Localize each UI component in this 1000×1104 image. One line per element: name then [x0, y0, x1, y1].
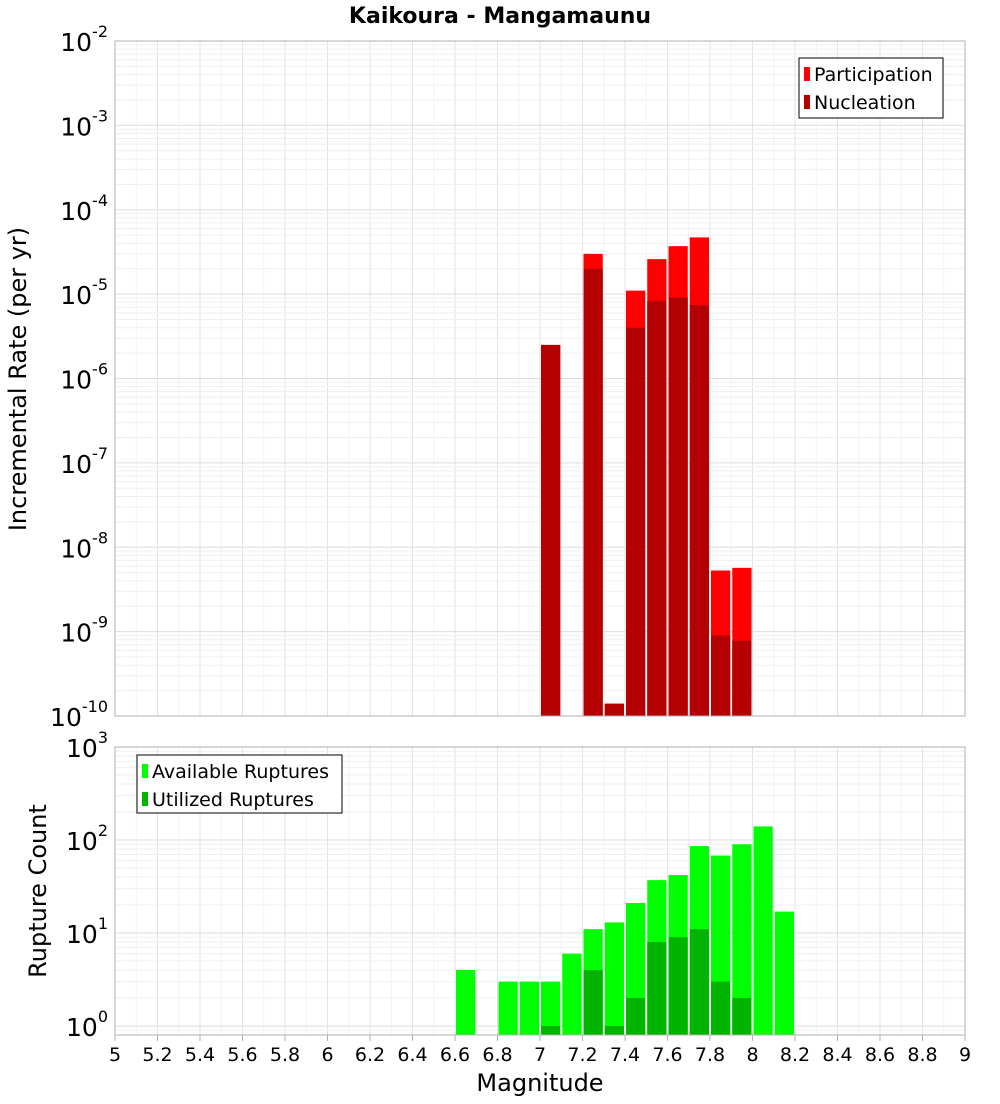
- bar: [626, 997, 646, 1035]
- y-tick-label: 102: [66, 821, 108, 856]
- x-tick-label: 5.4: [185, 1044, 215, 1066]
- grid: [114, 40, 966, 717]
- legend-label: Participation: [814, 64, 933, 86]
- x-tick-label: 8.4: [822, 1044, 852, 1066]
- x-tick-label: 9: [959, 1044, 971, 1066]
- bar: [604, 1025, 624, 1035]
- x-tick-label: 6: [321, 1044, 333, 1066]
- x-tick-label: 8.2: [780, 1044, 810, 1066]
- bar: [732, 640, 752, 716]
- bar: [541, 1025, 561, 1035]
- x-tick-label: 7.2: [567, 1044, 597, 1066]
- participation-nucleation-panel: 10-10 10-9 10-8 10-7 10-6 10-5 10-4 10-3 10-2 Par…: [50, 22, 966, 732]
- bar: [519, 981, 539, 1035]
- bar: [753, 826, 773, 1035]
- bar: [732, 997, 752, 1035]
- x-tick-label: 6.6: [440, 1044, 470, 1066]
- x-tick-label: 7: [534, 1044, 546, 1066]
- x-tick-label: 7.4: [610, 1044, 640, 1066]
- y-tick-label: 103: [66, 728, 108, 763]
- top-y-axis-label: Incremental Rate (per yr): [4, 227, 32, 531]
- y-tick-label: 10-8: [60, 528, 108, 563]
- bar: [732, 844, 752, 1035]
- legend-label: Available Ruptures: [152, 761, 329, 783]
- bar: [774, 911, 794, 1035]
- x-tick-label: 5.6: [227, 1044, 257, 1066]
- bar: [498, 981, 518, 1035]
- x-tick-label: 7.8: [695, 1044, 725, 1066]
- x-tick-label: 6.4: [397, 1044, 427, 1066]
- bar: [583, 969, 603, 1035]
- legend-label: Nucleation: [814, 92, 916, 114]
- bar: [541, 344, 561, 716]
- bar: [562, 953, 582, 1035]
- y-tick-label: 10-10: [50, 697, 108, 732]
- legend-swatch: [804, 67, 810, 81]
- legend: Available Ruptures Utilized Ruptures: [136, 754, 343, 814]
- bar: [626, 327, 646, 716]
- series-utilized-ruptures: [541, 929, 752, 1035]
- legend: Participation Nucleation: [798, 57, 944, 119]
- bar: [583, 268, 603, 716]
- y-tick-label: 10-5: [60, 275, 108, 310]
- x-tick-label: 5: [109, 1044, 121, 1066]
- x-tick-label: 5.8: [270, 1044, 300, 1066]
- legend-swatch: [142, 792, 148, 806]
- x-tick-label: 8.6: [865, 1044, 895, 1066]
- legend-box: [136, 754, 343, 814]
- x-tick-label: 7.6: [652, 1044, 682, 1066]
- bar: [711, 635, 731, 716]
- bar: [668, 297, 688, 716]
- bar: [668, 937, 688, 1035]
- chart-title: Kaikoura - Mangamaunu: [349, 4, 651, 29]
- x-axis-label: Magnitude: [476, 1069, 603, 1097]
- legend-swatch: [804, 95, 810, 109]
- bar: [689, 305, 709, 716]
- x-tick-label: 5.2: [142, 1044, 172, 1066]
- series-nucleation: [541, 268, 752, 716]
- y-tick-label: 10-6: [60, 360, 108, 395]
- rupture-count-panel: 100 101 102 103 Available Ruptures Utilized R…: [66, 728, 971, 1066]
- plot-border: [114, 40, 966, 717]
- legend-box: [798, 57, 944, 119]
- bar: [689, 929, 709, 1035]
- bar: [541, 981, 561, 1035]
- y-tick-label: 10-7: [60, 444, 108, 479]
- x-tick-label: 6.8: [482, 1044, 512, 1066]
- bar: [647, 300, 667, 716]
- y-tick-label: 10-3: [60, 106, 108, 141]
- y-tick-label: 10-2: [60, 22, 108, 57]
- bar: [604, 703, 624, 716]
- y-tick-label: 101: [66, 914, 108, 949]
- bottom-y-axis-label: Rupture Count: [24, 804, 52, 978]
- y-tick-label: 10-9: [60, 613, 108, 648]
- x-tick-label: 8.8: [907, 1044, 937, 1066]
- bar: [456, 969, 476, 1035]
- x-tick-label: 6.2: [355, 1044, 385, 1066]
- bar: [604, 922, 624, 1035]
- legend-swatch: [142, 764, 148, 778]
- legend-label: Utilized Ruptures: [152, 789, 314, 811]
- bar: [711, 981, 731, 1035]
- y-tick-label: 10-4: [60, 191, 108, 226]
- x-tick-label: 8: [746, 1044, 758, 1066]
- bar: [647, 942, 667, 1035]
- y-tick-label: 100: [66, 1007, 108, 1042]
